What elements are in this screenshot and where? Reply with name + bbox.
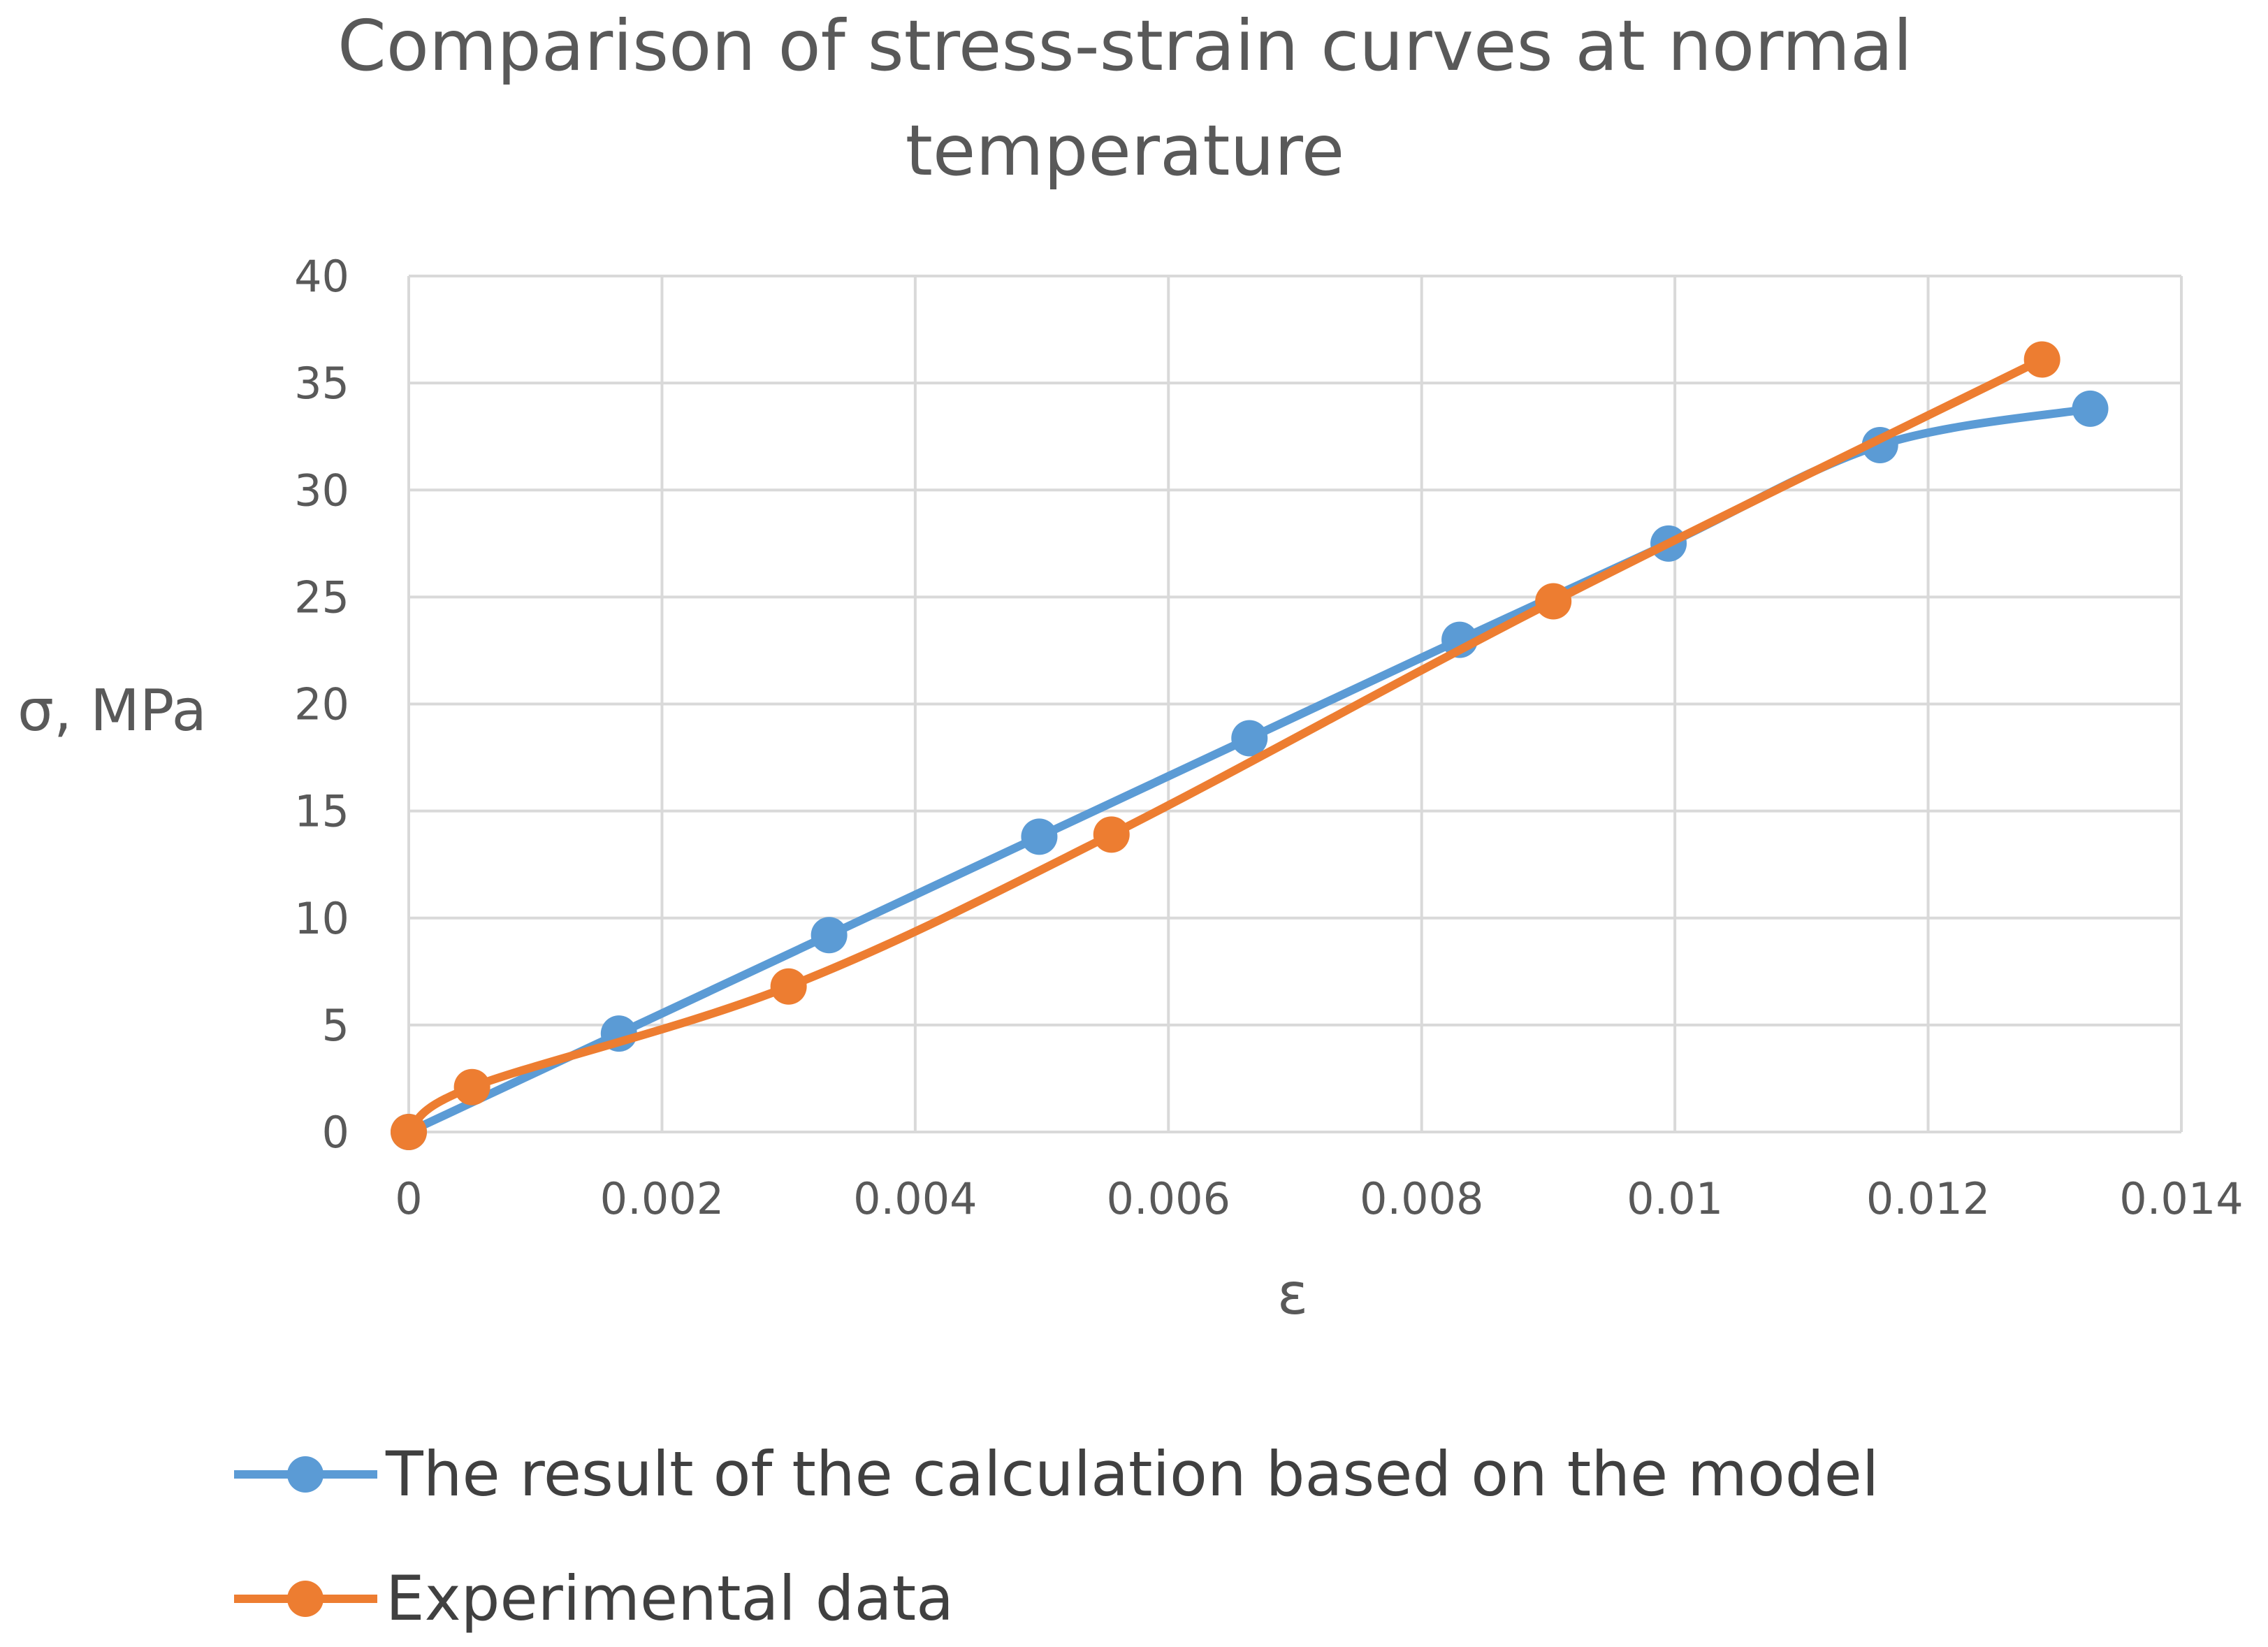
y-tick-label: 35 — [294, 358, 349, 409]
y-tick-label: 20 — [294, 679, 349, 730]
y-tick-label: 10 — [294, 893, 349, 944]
x-tick-label: 0.006 — [1107, 1173, 1231, 1224]
data-point — [810, 917, 848, 954]
y-tick-label: 25 — [294, 572, 349, 623]
chart-title-line-2: temperature — [906, 110, 1345, 191]
legend-label: The result of the calculation based on t… — [385, 1438, 1879, 1510]
legend: The result of the calculation based on t… — [234, 1438, 1879, 1634]
y-axis-title: σ, MPa — [17, 678, 207, 744]
legend-item-2: Experimental data — [234, 1562, 954, 1634]
data-point — [2072, 390, 2109, 427]
data-point — [1535, 583, 1572, 620]
series-line — [405, 355, 2047, 1136]
data-point — [1021, 818, 1058, 855]
data-point — [770, 968, 807, 1005]
chart-title: Comparison of stress-strain curves at no… — [337, 5, 1912, 191]
x-axis-title: ε — [1277, 1261, 1308, 1328]
gridlines — [407, 275, 2183, 1133]
series-2 — [391, 341, 2060, 1150]
x-tick-label: 0.008 — [1360, 1173, 1484, 1224]
data-point — [391, 1114, 427, 1150]
data-point — [1093, 816, 1130, 853]
legend-label: Experimental data — [386, 1562, 954, 1634]
y-tick-label: 30 — [294, 465, 349, 516]
legend-marker — [287, 1581, 324, 1617]
chart-title-line-1: Comparison of stress-strain curves at no… — [337, 5, 1912, 87]
y-tick-label: 5 — [322, 1000, 349, 1051]
data-point — [1231, 720, 1268, 757]
y-tick-label: 15 — [294, 786, 349, 837]
data-point — [453, 1068, 490, 1105]
tick-labels: 0 5 10 15 20 25 30 35 40 0 0.002 0.004 0.006 0.008 0.0… — [294, 251, 2244, 1224]
x-tick-label: 0.002 — [600, 1173, 725, 1224]
x-tick-label: 0 — [395, 1173, 422, 1224]
plot-series — [391, 341, 2109, 1150]
y-tick-label: 0 — [322, 1107, 349, 1158]
data-point — [2023, 341, 2060, 378]
x-tick-label: 0.012 — [1866, 1173, 1991, 1224]
legend-marker — [287, 1456, 324, 1493]
y-tick-label: 40 — [294, 251, 349, 302]
x-tick-label: 0.01 — [1627, 1173, 1723, 1224]
legend-item-1: The result of the calculation based on t… — [234, 1438, 1879, 1510]
x-tick-label: 0.014 — [2119, 1173, 2244, 1224]
x-tick-label: 0.004 — [853, 1173, 977, 1224]
